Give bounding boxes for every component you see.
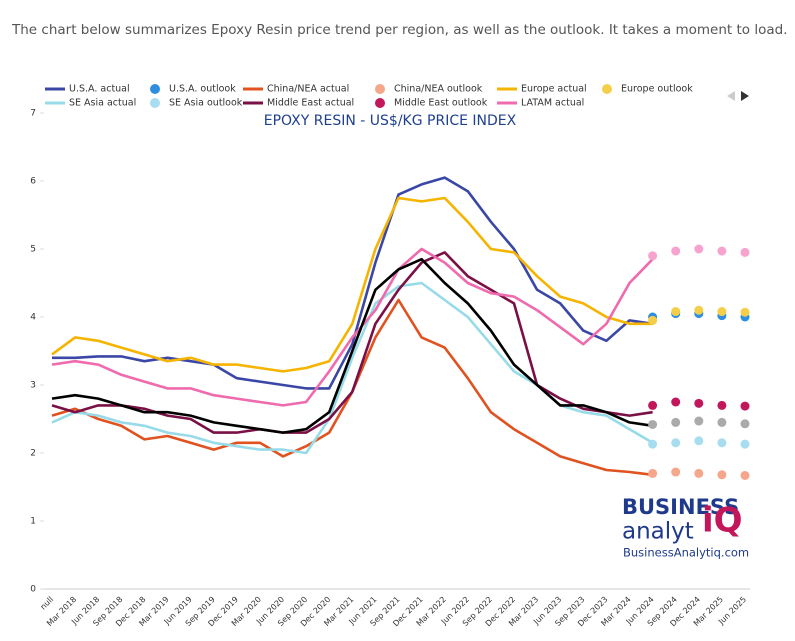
series-dot	[740, 247, 750, 257]
series-dot	[648, 315, 658, 325]
legend-prev[interactable]	[727, 91, 735, 101]
y-tick-label: 0	[30, 585, 36, 595]
series-dot	[717, 307, 727, 317]
series-dot	[671, 246, 681, 256]
series-line	[51, 257, 653, 434]
legend-label: SE Asia outlook	[169, 98, 243, 109]
series-dot	[648, 439, 658, 449]
logo-url: BusinessAnalytiq.com	[623, 546, 749, 560]
series-line	[51, 281, 654, 455]
legend-label: China/NEA outlook	[394, 84, 483, 95]
logo-line2: analyt	[622, 519, 694, 545]
series-dot	[694, 398, 704, 408]
series-dot	[671, 307, 681, 317]
series-dot	[648, 400, 658, 410]
x-tick-label: null	[38, 595, 55, 612]
legend-marker	[150, 98, 160, 108]
legend-label: SE Asia actual	[69, 98, 136, 109]
header-text: The chart below summarizes Epoxy Resin p…	[12, 22, 788, 38]
y-tick-label: 6	[30, 177, 36, 187]
logo-line1: BUSINESS	[622, 495, 739, 519]
logo-mark: iQ	[702, 501, 743, 541]
legend-label: Middle East outlook	[394, 98, 488, 109]
y-tick-label: 3	[30, 381, 36, 391]
chart-title: EPOXY RESIN - US$/KG PRICE INDEX	[264, 113, 517, 129]
series-dot	[694, 244, 704, 254]
y-tick-label: 5	[30, 245, 36, 255]
series-dot	[717, 246, 727, 256]
legend-label: Europe actual	[521, 84, 587, 95]
series-dot	[717, 417, 727, 427]
series-dot	[648, 468, 658, 478]
legend-label: U.S.A. actual	[69, 84, 130, 95]
series-dot	[717, 470, 727, 480]
series-dot	[717, 438, 727, 448]
series-dot	[740, 307, 750, 317]
legend-label: Middle East actual	[267, 98, 354, 109]
series-dot	[648, 251, 658, 261]
series-dot	[740, 401, 750, 411]
series-dot	[671, 438, 681, 448]
y-tick-label: 7	[30, 109, 36, 119]
series-dot	[694, 436, 704, 446]
series-dot	[717, 400, 727, 410]
y-tick-label: 1	[30, 517, 36, 527]
y-tick-label: 4	[30, 313, 36, 323]
y-tick-label: 2	[30, 449, 36, 459]
series-dot	[671, 467, 681, 477]
series-line	[51, 196, 653, 373]
series-dot	[740, 439, 750, 449]
legend-label: Europe outlook	[621, 84, 693, 95]
legend-marker	[375, 84, 385, 94]
series-line	[51, 247, 654, 407]
legend-marker	[602, 84, 612, 94]
series-dot	[648, 419, 658, 429]
series-dot	[671, 397, 681, 407]
legend-label: LATAM actual	[521, 98, 584, 109]
series-dot	[694, 416, 704, 426]
series-dot	[671, 417, 681, 427]
legend-next[interactable]	[741, 91, 749, 101]
legend-marker	[150, 84, 160, 94]
series-line	[52, 176, 653, 390]
legend-label: China/NEA actual	[267, 84, 349, 95]
legend-label: U.S.A. outlook	[169, 84, 236, 95]
series-dot	[694, 468, 704, 478]
series-dot	[694, 305, 704, 315]
legend-marker	[375, 98, 385, 108]
series-dot	[740, 419, 750, 429]
series-dot	[740, 470, 750, 480]
